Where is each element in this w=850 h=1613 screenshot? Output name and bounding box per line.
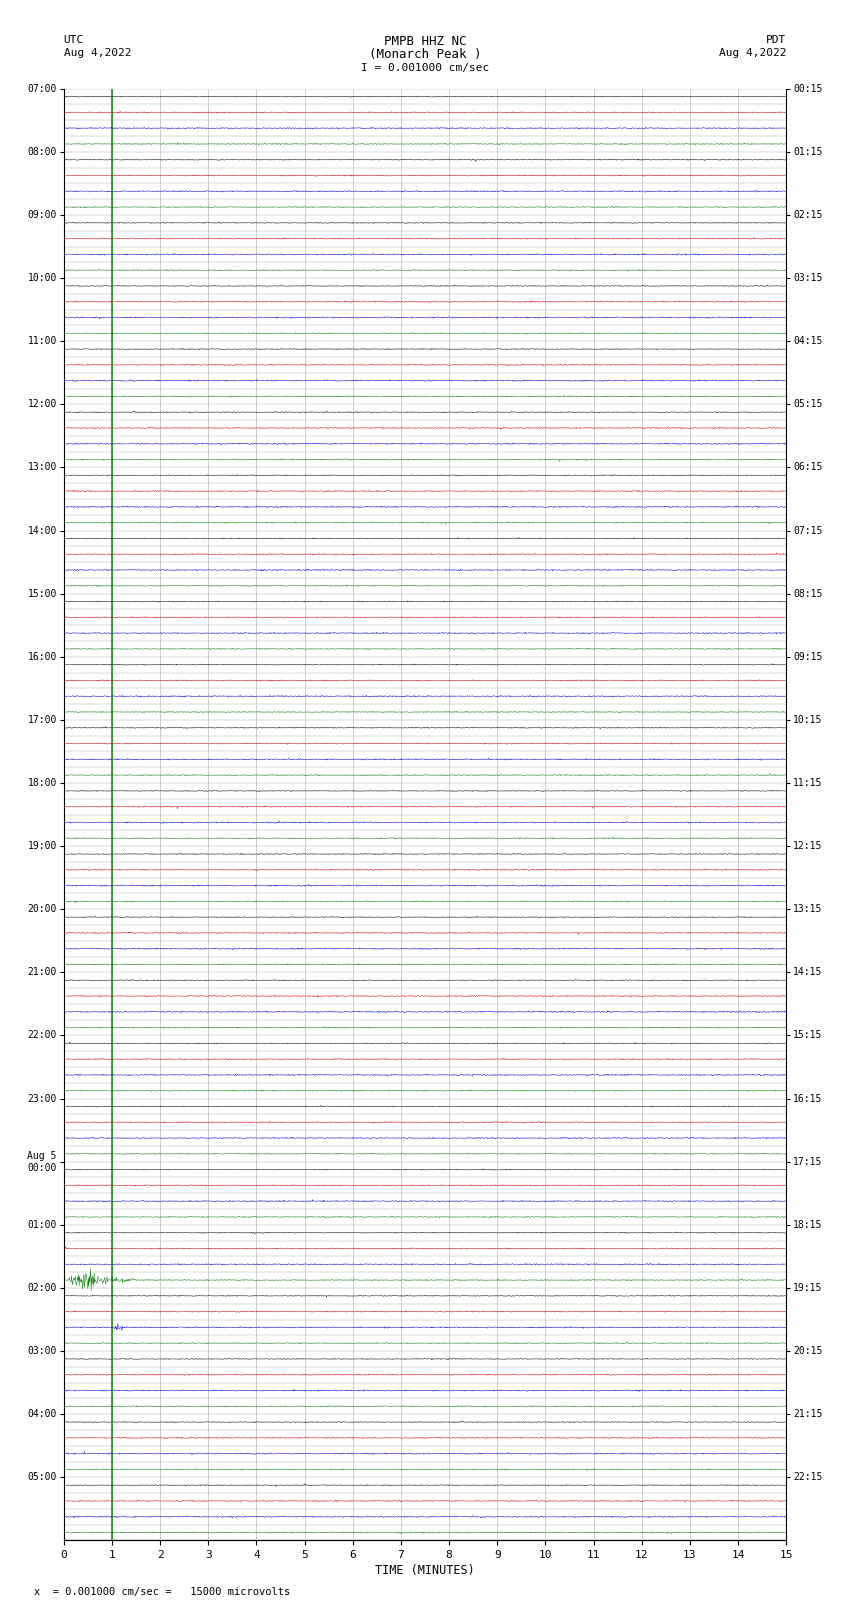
Text: x  = 0.001000 cm/sec =   15000 microvolts: x = 0.001000 cm/sec = 15000 microvolts	[34, 1587, 290, 1597]
Text: PMPB HHZ NC: PMPB HHZ NC	[383, 35, 467, 48]
Text: (Monarch Peak ): (Monarch Peak )	[369, 48, 481, 61]
Text: I = 0.001000 cm/sec: I = 0.001000 cm/sec	[361, 63, 489, 73]
Text: Aug 4,2022: Aug 4,2022	[719, 48, 786, 58]
Text: UTC: UTC	[64, 35, 84, 45]
Text: PDT: PDT	[766, 35, 786, 45]
Text: Aug 4,2022: Aug 4,2022	[64, 48, 131, 58]
X-axis label: TIME (MINUTES): TIME (MINUTES)	[375, 1565, 475, 1578]
